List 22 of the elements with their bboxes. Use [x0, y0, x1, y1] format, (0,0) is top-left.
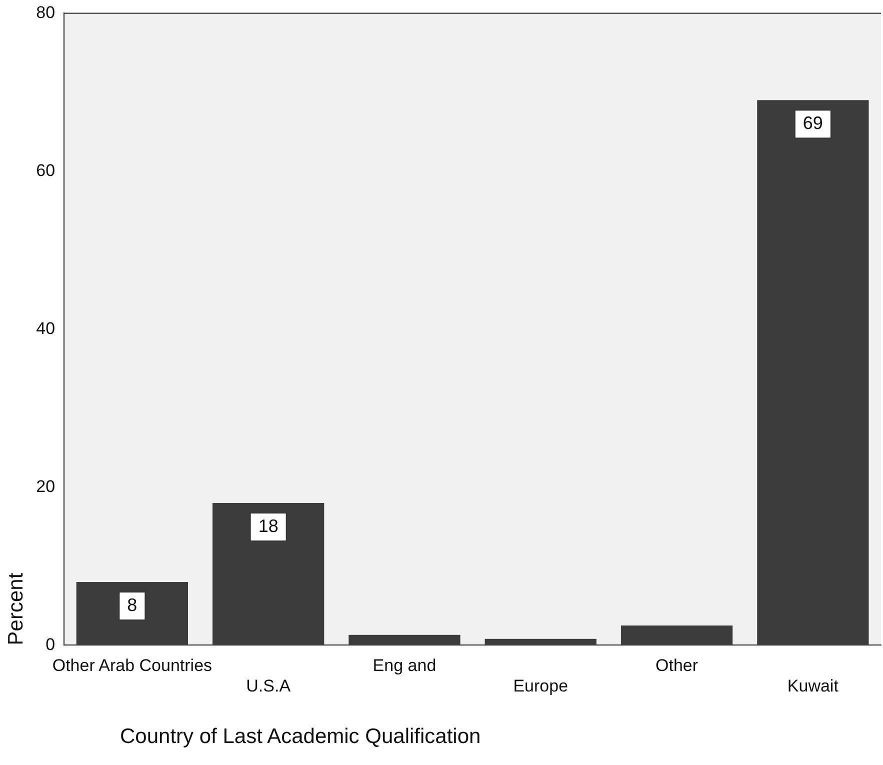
y-tick-label: 0	[46, 634, 56, 654]
bar	[212, 503, 324, 646]
data-label: 69	[802, 113, 823, 134]
x-tick-label: Eng and	[372, 656, 436, 676]
y-tick-label: 80	[36, 2, 56, 22]
y-tick-label: 20	[36, 476, 56, 496]
x-tick-label: Kuwait	[787, 676, 839, 696]
x-tick-label: Other	[656, 656, 698, 676]
x-tick-label: Other Arab Countries	[52, 656, 212, 676]
x-tick-label: U.S.A	[246, 676, 292, 696]
x-axis-title: Country of Last Academic Qualification	[120, 725, 481, 749]
bar	[348, 634, 460, 646]
data-label: 8	[127, 594, 138, 615]
bar	[620, 625, 733, 646]
bar	[757, 100, 869, 646]
data-label: 18	[258, 516, 278, 536]
bar	[76, 582, 188, 646]
y-tick-label: 40	[36, 318, 56, 338]
y-axis-title: Percent	[4, 572, 28, 646]
bar	[484, 638, 596, 646]
x-tick-label: Europe	[513, 676, 568, 696]
y-tick-label: 60	[36, 160, 56, 180]
